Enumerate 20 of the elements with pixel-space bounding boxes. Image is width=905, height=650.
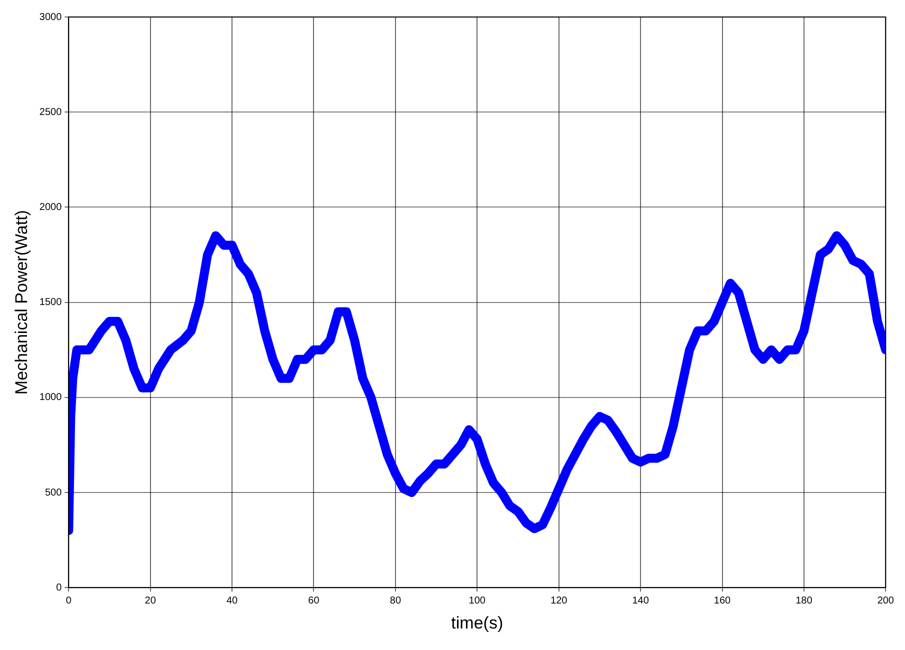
x-tick-label: 100 <box>468 595 486 606</box>
x-tick-label: 120 <box>550 595 568 606</box>
y-tick-label: 1500 <box>39 297 62 308</box>
y-tick-label: 3000 <box>39 12 62 23</box>
y-tick-label: 2000 <box>39 202 62 213</box>
x-tick-label: 160 <box>714 595 732 606</box>
x-tick-label: 80 <box>390 595 402 606</box>
y-tick-label: 1000 <box>39 392 62 404</box>
x-axis-title: time(s) <box>451 613 504 632</box>
x-tick-label: 0 <box>66 595 72 606</box>
x-tick-label: 60 <box>308 595 320 606</box>
x-tick-label: 200 <box>877 595 894 606</box>
x-tick-label: 180 <box>796 595 813 606</box>
x-tick-label: 40 <box>226 595 238 606</box>
y-axis-title: Mechanical Power(Watt) <box>12 210 31 395</box>
x-tick-label: 140 <box>632 595 650 606</box>
y-tick-label: 500 <box>44 487 62 498</box>
y-tick-label: 0 <box>56 582 62 594</box>
x-tick-label: 20 <box>144 595 156 606</box>
y-tick-label: 2500 <box>39 106 62 118</box>
